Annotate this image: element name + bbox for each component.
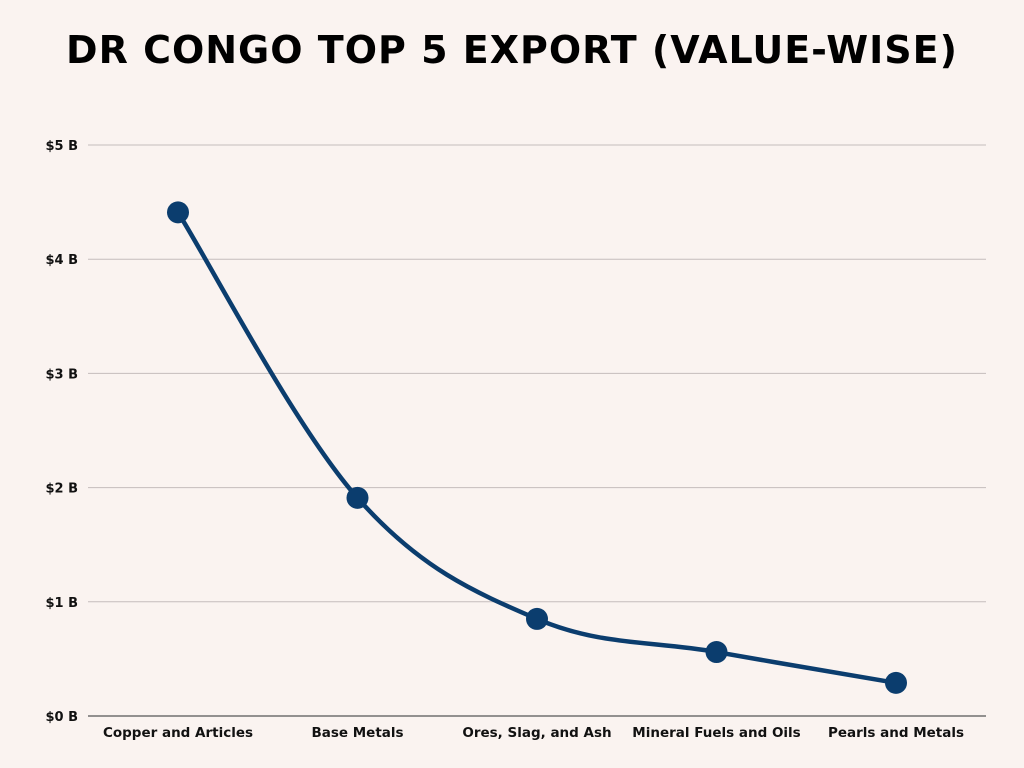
x-tick-label: Pearls and Metals (828, 725, 964, 741)
data-points (167, 201, 907, 694)
y-tick-label: $0 B (45, 710, 78, 725)
x-tick-label: Base Metals (311, 725, 403, 741)
x-tick-label: Copper and Articles (103, 725, 253, 741)
series-line (175, 210, 899, 686)
data-point (526, 607, 548, 630)
gridlines (88, 144, 986, 717)
y-tick-label: $3 B (45, 367, 78, 382)
y-tick-label: $1 B (45, 596, 78, 611)
y-axis-ticks: $0 B $1 B $2 B $3 B $4 B $5 B (45, 139, 78, 725)
data-point (346, 486, 369, 509)
x-axis-ticks: Copper and Articles Base Metals Ores, Slag… (103, 725, 964, 741)
x-tick-label: Ores, Slag, and Ash (462, 725, 611, 741)
data-point (705, 641, 728, 664)
y-tick-label: $2 B (45, 482, 78, 497)
y-tick-label: $5 B (45, 139, 78, 154)
x-tick-label: Mineral Fuels and Oils (632, 725, 800, 741)
y-tick-label: $4 B (45, 253, 78, 268)
series-line-layer (175, 210, 899, 686)
chart-title: DR CONGO TOP 5 EXPORT (VALUE-WISE) (66, 28, 958, 72)
data-point (167, 201, 189, 224)
data-point (885, 671, 907, 694)
